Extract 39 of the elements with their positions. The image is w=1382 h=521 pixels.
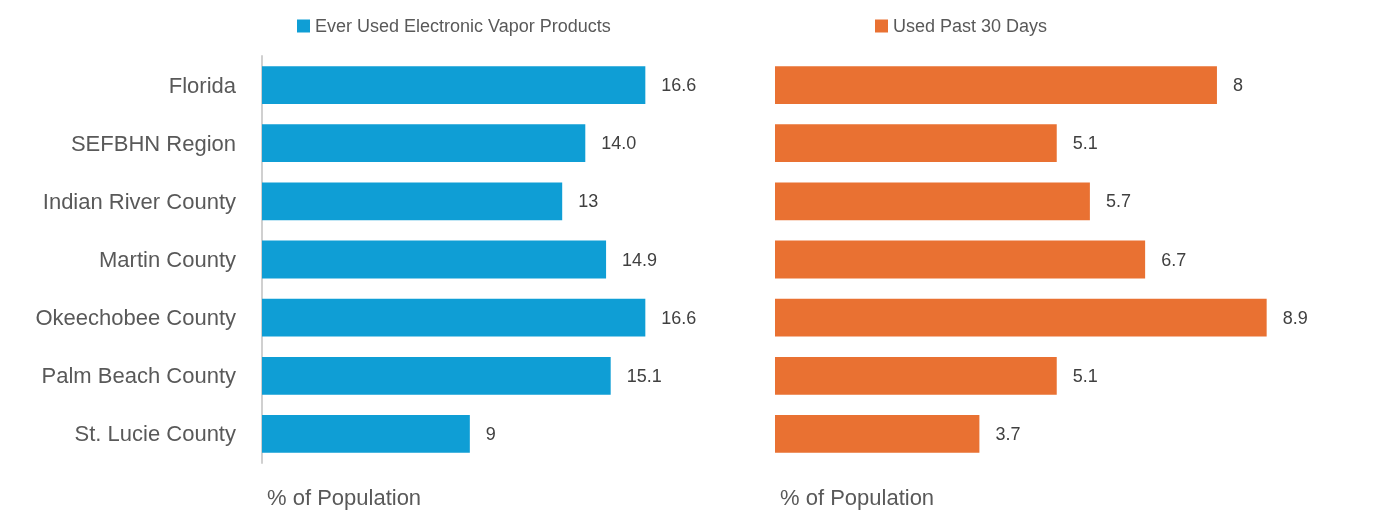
x-axis-title: % of Population (267, 484, 422, 510)
y-tick-label: Martin County (99, 247, 236, 272)
bar (262, 182, 563, 221)
bar (262, 356, 611, 395)
bar (775, 356, 1057, 395)
y-tick-label: Indian River County (42, 188, 236, 214)
legend-label: Used Past 30 Days (893, 16, 1048, 36)
data-label: 3.7 (995, 423, 1021, 444)
data-label: 6.7 (1161, 249, 1187, 270)
y-tick-label: Okeechobee County (35, 305, 236, 331)
data-label: 8.9 (1282, 307, 1308, 328)
y-tick-label: Palm Beach County (41, 363, 236, 389)
bar (262, 298, 646, 337)
data-label: 14.0 (601, 133, 637, 154)
y-tick-label: Florida (168, 72, 237, 98)
data-label: 5.7 (1105, 191, 1131, 212)
bar (775, 66, 1217, 104)
data-label: 8 (1232, 75, 1243, 96)
bar (262, 415, 470, 453)
bar (775, 124, 1057, 163)
data-label: 5.1 (1072, 365, 1098, 386)
data-label: 9 (485, 423, 496, 444)
bar (775, 182, 1090, 221)
data-label: 13 (578, 191, 599, 212)
y-tick-label: St. Lucie County (74, 421, 236, 447)
legend-label: Ever Used Electronic Vapor Products (315, 16, 611, 36)
bar (262, 66, 646, 104)
bar (775, 298, 1267, 337)
bar (775, 240, 1146, 279)
data-label: 5.1 (1072, 133, 1098, 154)
bar (775, 415, 980, 453)
bar (262, 124, 586, 163)
data-label: 14.9 (622, 249, 658, 270)
y-tick-label: SEFBHN Region (70, 130, 236, 156)
data-label: 15.1 (626, 365, 662, 386)
x-axis-title: % of Population (780, 484, 935, 510)
data-label: 16.6 (661, 307, 697, 328)
data-label: 16.6 (661, 75, 697, 96)
bar (262, 240, 607, 279)
